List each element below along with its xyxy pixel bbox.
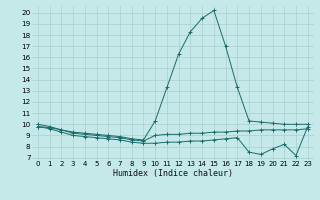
X-axis label: Humidex (Indice chaleur): Humidex (Indice chaleur)	[113, 169, 233, 178]
